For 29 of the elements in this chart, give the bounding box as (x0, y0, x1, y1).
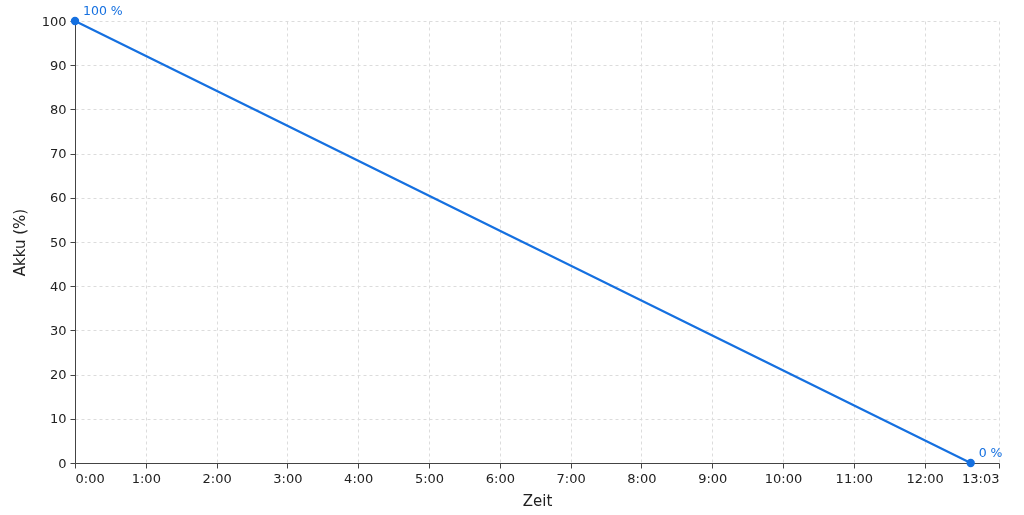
x-tick-label: 7:00 (556, 470, 586, 486)
y-axis-title: Akku (%) (10, 208, 29, 277)
x-tick-label: 9:00 (698, 470, 728, 486)
y-tick-label: 50 (49, 234, 67, 250)
x-tick-label: 10:00 (764, 470, 803, 486)
x-tick-label: 0:00 (75, 470, 105, 486)
x-tick-label: 4:00 (344, 470, 374, 486)
x-tick-label: 6:00 (485, 470, 515, 486)
x-tick-label: 3:00 (273, 470, 303, 486)
y-tick-label: 30 (49, 322, 67, 338)
x-tick-label: 8:00 (627, 470, 657, 486)
x-tick-label: 2:00 (202, 470, 232, 486)
data-label: 0 % (978, 445, 1003, 460)
y-tick-label: 60 (49, 190, 67, 206)
x-tick-label: 5:00 (414, 470, 445, 486)
x-tick-label: 1:00 (131, 470, 161, 486)
data-label: 100 % (83, 3, 123, 18)
x-tick-label: 12:00 (906, 470, 944, 486)
y-tick-label: 10 (49, 411, 67, 427)
y-tick-label: 90 (49, 57, 67, 73)
y-tick-label: 40 (49, 278, 67, 294)
y-tick-label: 80 (49, 101, 67, 117)
x-axis-title: Zeit (522, 491, 553, 510)
y-tick-label: 100 (41, 13, 67, 29)
y-tick-label: 70 (49, 146, 67, 162)
y-tick-label: 20 (49, 367, 67, 383)
y-tick-label: 0 (58, 455, 67, 471)
x-tick-label: 11:00 (835, 470, 874, 486)
x-tick-label: 13:03 (962, 470, 1000, 486)
